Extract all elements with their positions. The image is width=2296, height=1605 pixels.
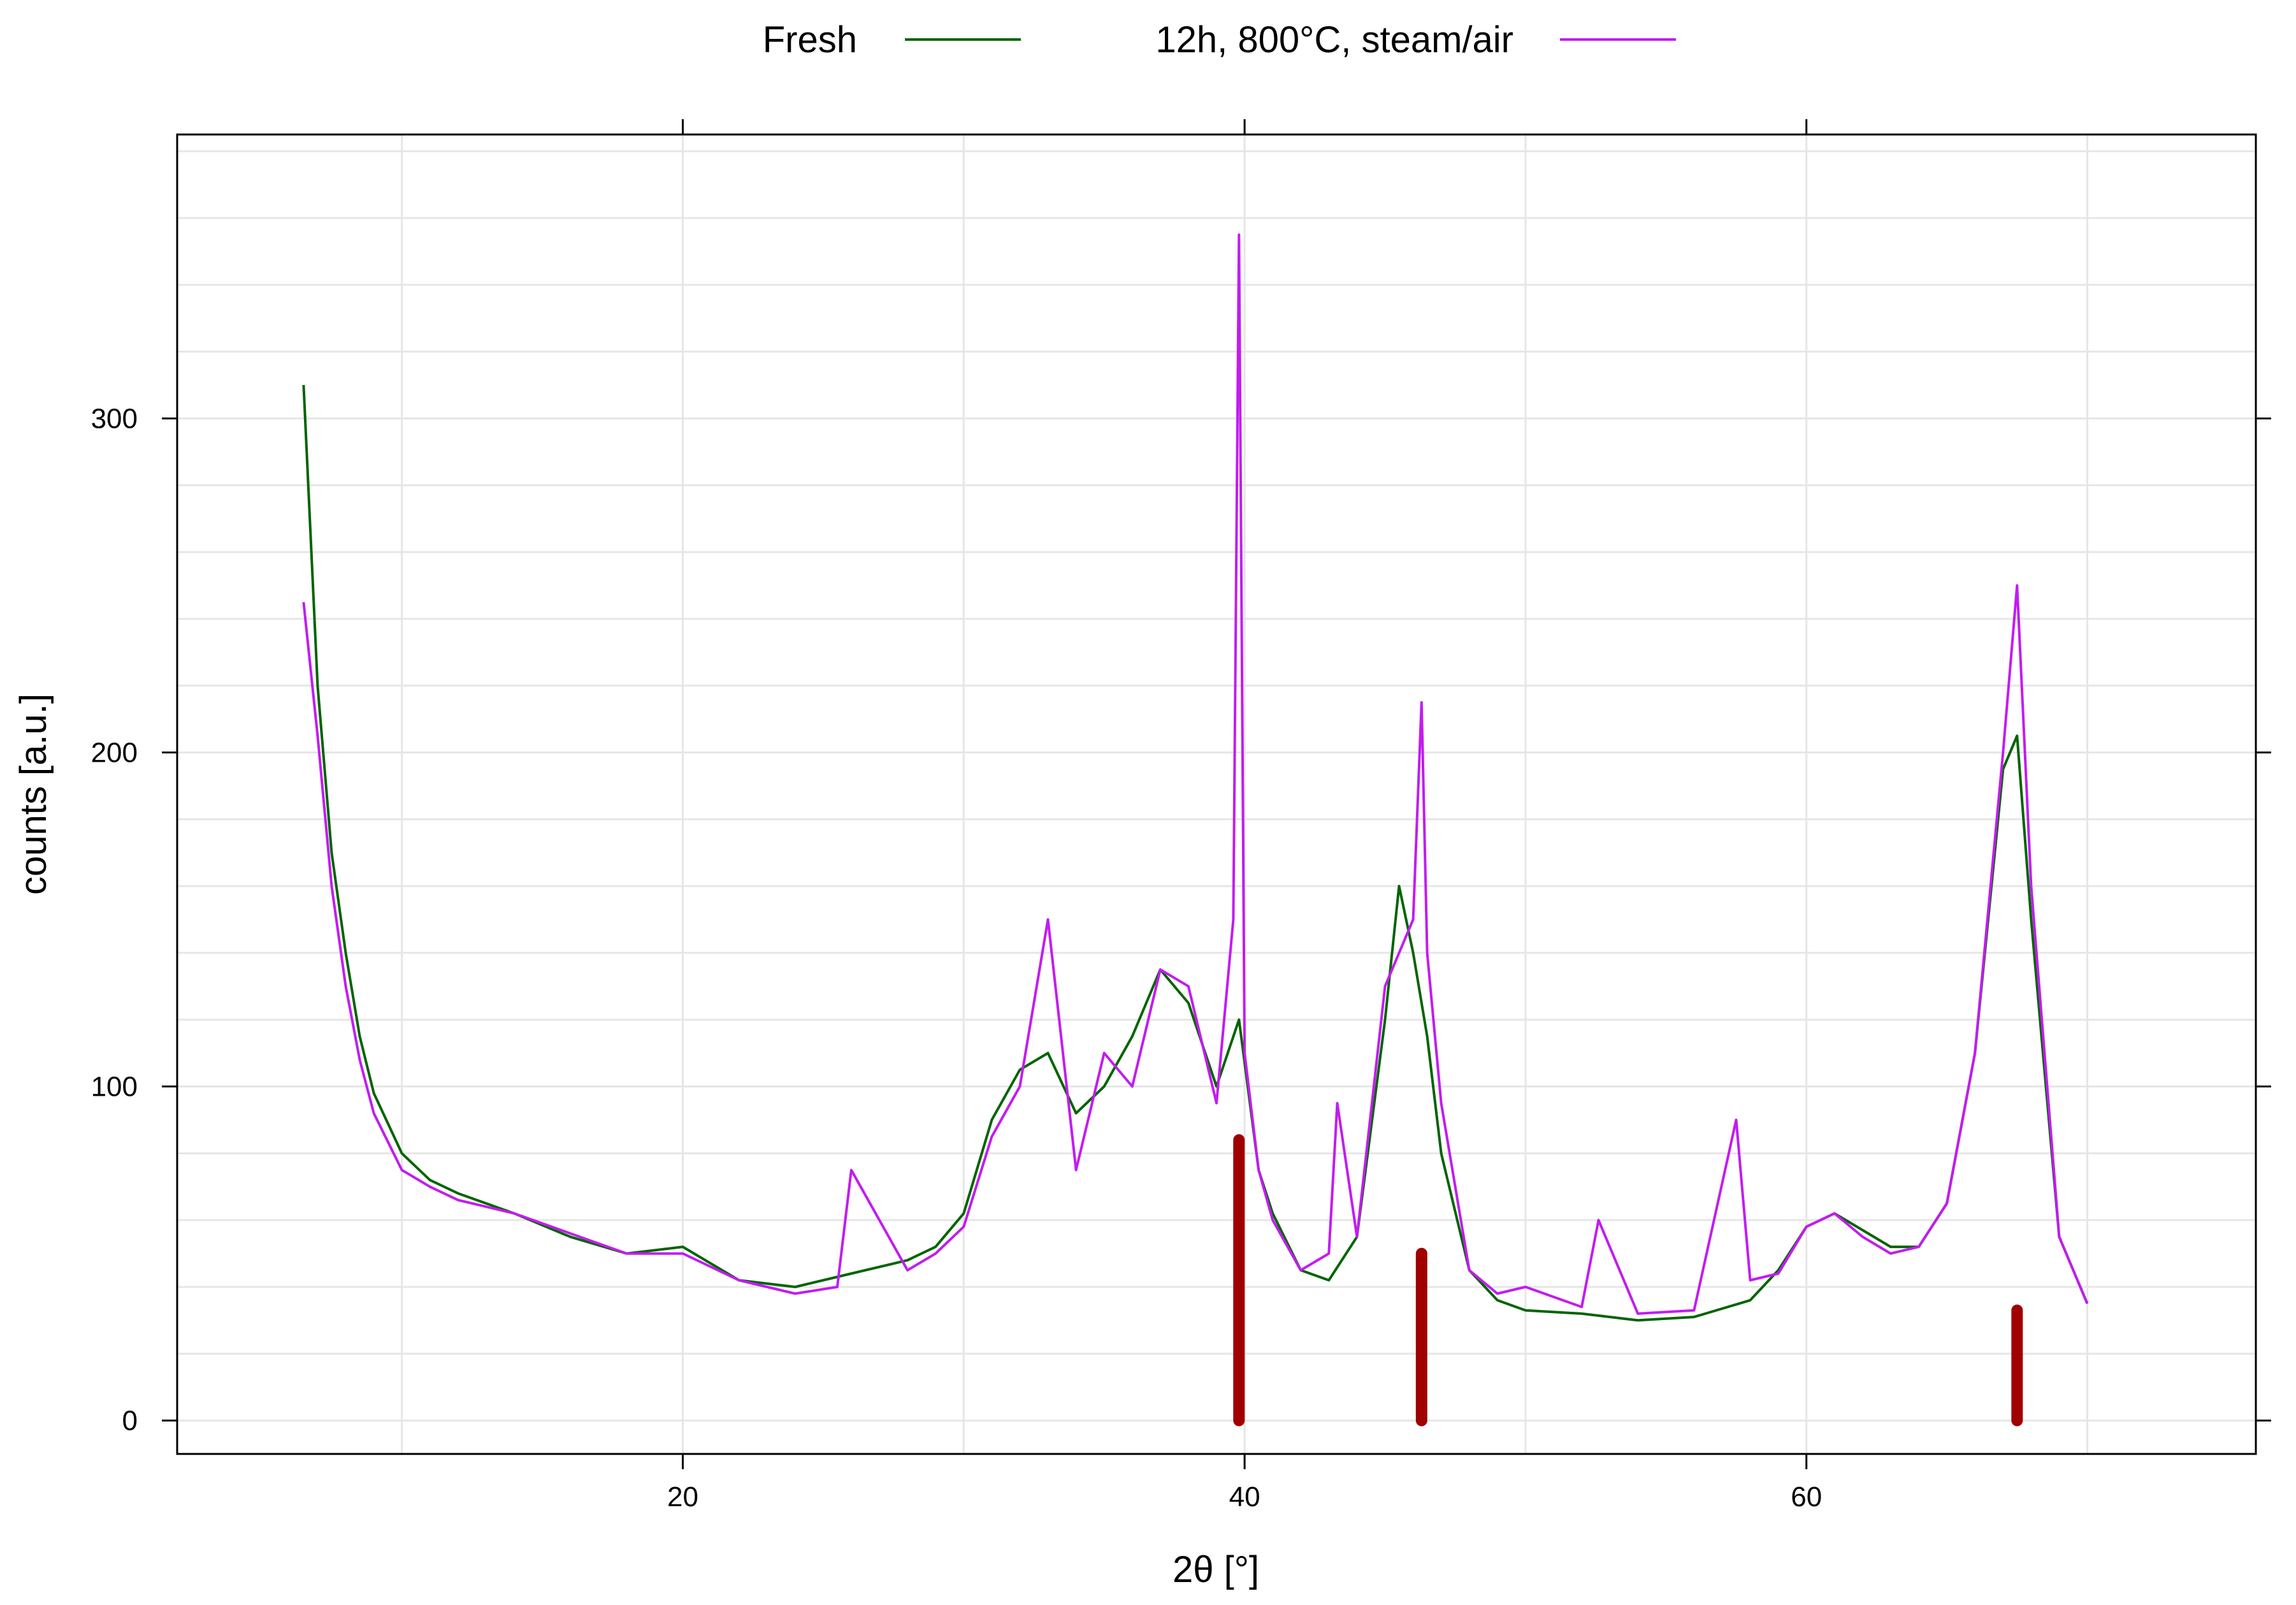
series-layer [302, 233, 2089, 1322]
x-tick-label: 40 [1229, 1481, 1260, 1513]
reference-lines-layer [1233, 1134, 2023, 1427]
y-tick-label: 200 [91, 737, 138, 768]
legend: Fresh 12h, 800°C, steam/air [763, 19, 1676, 61]
series-line-aged [302, 233, 2089, 1315]
y-tick-label: 0 [122, 1405, 138, 1437]
ticks-layer: 20 40 60 0 100 200 300 [91, 119, 2271, 1513]
legend-label-fresh: Fresh [763, 19, 857, 61]
y-axis-title: counts [a.u.] [13, 694, 54, 895]
grid-layer [177, 134, 2256, 1454]
x-tick-label: 60 [1791, 1481, 1822, 1513]
plot-frame [176, 133, 2257, 1455]
x-tick-label: 20 [667, 1481, 698, 1513]
series-line-fresh [302, 384, 2089, 1322]
y-tick-label: 100 [91, 1071, 138, 1103]
legend-label-aged: 12h, 800°C, steam/air [1155, 19, 1513, 61]
x-axis-title: 2θ [°] [1173, 1549, 1259, 1590]
y-tick-label: 300 [91, 403, 138, 434]
